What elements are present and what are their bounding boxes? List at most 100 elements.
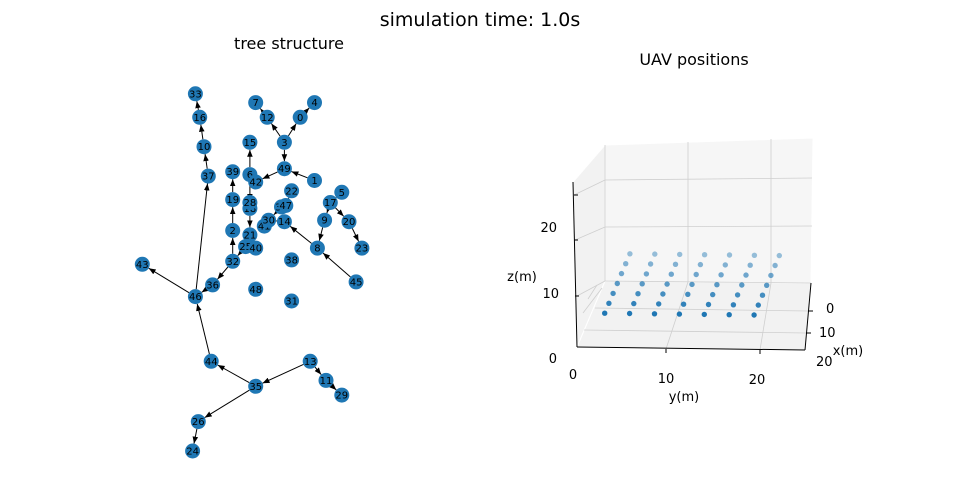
tree-node-label-48: 48: [249, 285, 262, 296]
tree-node-label-45: 45: [350, 277, 363, 288]
tree-edge-37-10: [205, 154, 207, 169]
tree-edge-35-44: [218, 365, 250, 383]
tree-edge-49-42: [263, 172, 278, 179]
tree-edge-12-7: [260, 109, 262, 112]
uav-point-45: [677, 311, 682, 316]
tree-node-label-1: 1: [311, 176, 317, 187]
tree-edge-16-33: [197, 101, 199, 110]
tree-node-label-31: 31: [285, 297, 298, 308]
z-axis-label: z(m): [507, 270, 537, 285]
tree-node-label-42: 42: [249, 178, 262, 189]
uav-point-46: [702, 312, 707, 317]
z-tick-20: 20: [540, 221, 557, 236]
uav-point-25: [714, 282, 719, 287]
uav-point-17: [694, 272, 699, 277]
tree-node-label-47: 47: [279, 201, 292, 212]
uav-point-15: [644, 271, 649, 276]
x-tick-20: 20: [816, 355, 833, 370]
tree-node-label-39: 39: [226, 167, 239, 178]
tree-node-label-11: 11: [320, 376, 333, 387]
tree-node-label-12: 12: [261, 113, 274, 124]
tree-node-label-13: 13: [304, 357, 317, 368]
uav-point-38: [681, 302, 686, 307]
uav-point-21: [615, 281, 620, 286]
uav-point-8: [648, 261, 653, 266]
tree-edge-3-12: [271, 124, 280, 137]
tree-edge-13-35: [263, 364, 304, 383]
tree-node-label-24: 24: [186, 447, 199, 458]
figure-title: simulation time: 1.0s: [380, 9, 581, 31]
tree-node-label-22: 22: [285, 186, 298, 197]
tree-node-label-21: 21: [244, 230, 257, 241]
tree-node-label-29: 29: [335, 391, 348, 402]
tree-node-label-43: 43: [136, 260, 149, 271]
tree-edge-44-46: [197, 304, 209, 354]
uav-point-13: [772, 263, 777, 268]
tree-edge-26-24: [194, 429, 197, 444]
tree-node-label-35: 35: [249, 382, 262, 393]
tree-node-label-44: 44: [205, 357, 218, 368]
tree-node-label-40: 40: [249, 244, 262, 255]
tree-node-label-15: 15: [244, 138, 257, 149]
y-tick-10: 10: [658, 372, 675, 387]
y-tick-0: 0: [569, 368, 577, 383]
uav-point-39: [706, 302, 711, 307]
tree-edge-10-16: [201, 125, 203, 140]
x-tick-0: 0: [826, 302, 834, 317]
tree-edge-45-8: [323, 253, 351, 277]
uav-point-16: [669, 272, 674, 277]
tree-node-label-9: 9: [321, 216, 327, 227]
tree-edge-17-9: [327, 210, 328, 213]
tree-edge-8-14: [290, 226, 311, 243]
tree-node-label-23: 23: [356, 244, 369, 255]
uav-point-41: [756, 302, 761, 307]
tree-node-label-32: 32: [226, 257, 239, 268]
tree-node-label-7: 7: [253, 98, 259, 109]
uav-point-26: [739, 282, 744, 287]
tree-node-label-36: 36: [206, 280, 219, 291]
tree-node-label-28: 28: [244, 198, 257, 209]
tree-node-label-4: 4: [311, 98, 317, 109]
tree-node-label-33: 33: [189, 89, 202, 100]
tree-node-label-38: 38: [285, 255, 298, 266]
uav-point-34: [760, 293, 765, 298]
uav-point-3: [702, 252, 707, 257]
tree-node-label-30: 30: [262, 216, 275, 227]
uav-point-14: [619, 271, 624, 276]
x-tick-10: 10: [819, 326, 836, 341]
tree-node-label-0: 0: [297, 113, 303, 124]
tree-edge-20-23: [352, 228, 358, 241]
tree-node-label-49: 49: [278, 164, 291, 175]
uav-point-42: [602, 311, 607, 316]
uav-point-5: [752, 253, 757, 258]
uav-point-18: [718, 272, 723, 277]
tree-node-label-26: 26: [192, 417, 205, 428]
uav-point-7: [623, 261, 628, 266]
uav-point-4: [727, 252, 732, 257]
tree-node-label-19: 19: [226, 195, 239, 206]
y-tick-20: 20: [749, 373, 766, 388]
tree-edge-3-0: [288, 124, 296, 136]
tree-edge-9-8: [319, 227, 322, 240]
z-tick-10: 10: [542, 287, 559, 302]
uav-point-33: [735, 292, 740, 297]
uav-point-36: [631, 301, 636, 306]
uav-point-37: [656, 301, 661, 306]
tree-node-label-16: 16: [193, 113, 206, 124]
tree-edge-32-36: [218, 267, 228, 279]
uav-title: UAV positions: [639, 50, 748, 69]
back-pane-right: [605, 138, 813, 283]
tree-node-label-8: 8: [314, 244, 320, 255]
tree-node-label-5: 5: [339, 188, 345, 199]
uav-point-20: [768, 273, 773, 278]
uav-point-43: [627, 311, 632, 316]
tree-node-label-3: 3: [281, 138, 287, 149]
tree-edge-1-49: [291, 172, 307, 178]
uav-point-12: [748, 263, 753, 268]
uav-point-9: [673, 262, 678, 267]
uav-point-19: [743, 272, 748, 277]
uav-point-31: [685, 292, 690, 297]
tree-node-label-10: 10: [198, 142, 211, 153]
tree-node-label-20: 20: [343, 217, 356, 228]
